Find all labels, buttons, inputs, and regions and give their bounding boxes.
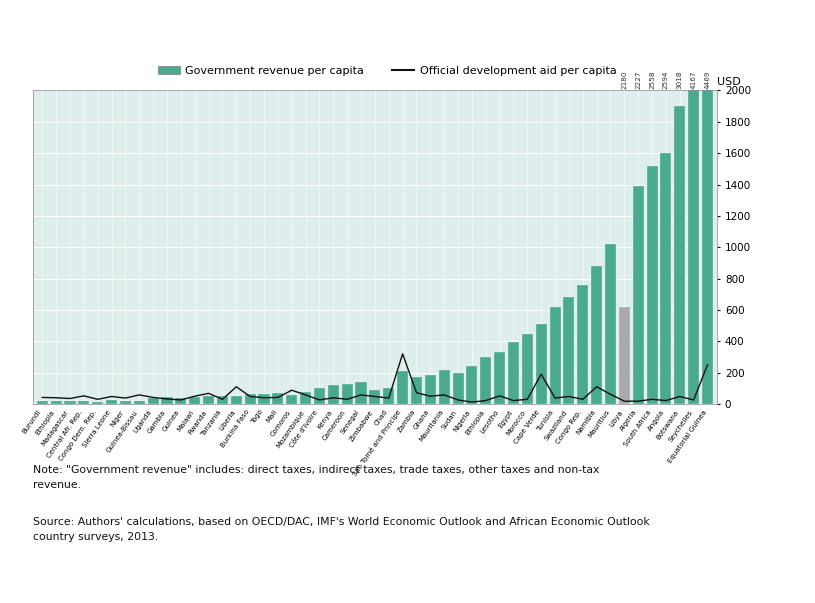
Bar — [605, 244, 616, 404]
Bar — [438, 370, 450, 404]
Text: 4469: 4469 — [704, 71, 711, 89]
Bar — [411, 377, 422, 404]
Text: 2594: 2594 — [663, 71, 669, 89]
Text: USD: USD — [717, 77, 741, 87]
Bar — [231, 397, 242, 404]
Bar — [646, 166, 658, 404]
Text: 2558: 2558 — [649, 71, 655, 89]
Bar — [258, 394, 270, 404]
Bar — [64, 401, 76, 404]
Bar — [577, 285, 588, 404]
Bar — [189, 397, 200, 404]
Bar — [480, 357, 491, 404]
Bar — [619, 307, 630, 404]
Bar — [632, 186, 644, 404]
Bar — [688, 90, 699, 404]
Bar — [494, 352, 505, 404]
Bar — [535, 324, 547, 404]
Bar — [341, 384, 353, 404]
Bar — [466, 365, 478, 404]
Bar — [175, 399, 187, 404]
Text: 4167: 4167 — [690, 71, 697, 89]
Bar — [674, 106, 685, 404]
Bar — [203, 396, 214, 404]
Bar — [78, 401, 90, 404]
Bar — [148, 398, 159, 404]
Text: Figure 2.09 Aid and government revenue per capita in Africa in 2011: Figure 2.09 Aid and government revenue p… — [10, 18, 580, 33]
Bar — [217, 396, 228, 404]
Bar — [383, 388, 394, 404]
Text: Note: "Government revenue" includes: direct taxes, indirect taxes, trade taxes, : Note: "Government revenue" includes: dir… — [33, 466, 599, 475]
Bar — [106, 400, 117, 404]
Text: 2227: 2227 — [635, 71, 641, 89]
Bar — [37, 401, 48, 404]
Text: country surveys, 2013.: country surveys, 2013. — [33, 532, 158, 541]
Bar — [92, 402, 104, 404]
Text: Source: Authors' calculations, based on OECD/DAC, IMF's World Economic Outlook a: Source: Authors' calculations, based on … — [33, 517, 650, 526]
Text: 3018: 3018 — [676, 71, 683, 89]
Bar — [522, 334, 533, 404]
Bar — [244, 394, 256, 404]
Bar — [425, 375, 436, 404]
Bar — [300, 392, 311, 404]
Bar — [134, 400, 145, 404]
Bar — [272, 393, 284, 404]
Bar — [397, 371, 408, 404]
Legend: Government revenue per capita, Official development aid per capita: Government revenue per capita, Official … — [153, 62, 621, 80]
Bar — [549, 307, 561, 404]
Bar — [314, 388, 325, 404]
Bar — [563, 297, 575, 404]
Bar — [591, 266, 602, 404]
Bar — [508, 342, 519, 404]
Bar — [328, 385, 339, 404]
Bar — [452, 373, 464, 404]
Bar — [161, 397, 173, 404]
Bar — [369, 390, 381, 404]
Text: 2180: 2180 — [621, 71, 628, 89]
Bar — [51, 400, 62, 404]
Text: revenue.: revenue. — [33, 481, 81, 490]
Bar — [286, 395, 297, 404]
Bar — [120, 401, 131, 404]
Bar — [355, 382, 367, 404]
Bar — [660, 153, 672, 404]
Bar — [702, 90, 713, 404]
